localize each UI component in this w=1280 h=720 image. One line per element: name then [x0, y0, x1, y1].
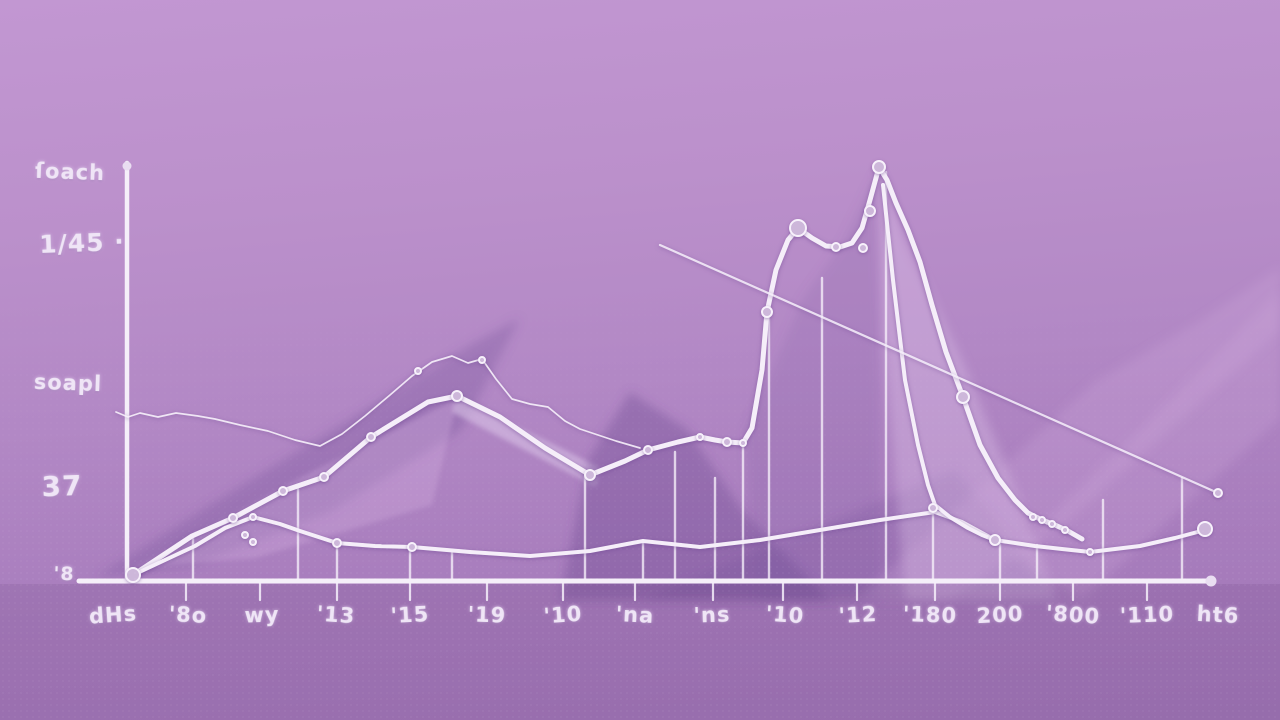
data-markers: [125, 160, 1223, 583]
marker-dot: [643, 445, 653, 455]
marker-dot: [722, 437, 732, 447]
x-axis-label: 200: [975, 601, 1025, 629]
x-axis-label: '19: [467, 602, 507, 628]
marker-dot: [414, 367, 422, 375]
y-axis-label: 1/45 ·: [38, 227, 126, 259]
x-axis-cap: [1205, 575, 1217, 587]
scribble-line: [115, 355, 641, 449]
marker-dot: [228, 513, 238, 523]
marker-dot: [831, 242, 841, 252]
background-ribbons: [95, 170, 1280, 600]
marker-dot: [125, 567, 141, 583]
marker-dot: [1197, 521, 1213, 537]
marker-dot: [249, 513, 257, 521]
x-axis-label: '13: [315, 601, 357, 629]
trend-line: [658, 243, 1220, 495]
ribbon-hill-descent: [452, 396, 600, 487]
y-axis-label: ſoach: [34, 158, 106, 186]
marker-dot: [584, 469, 596, 481]
marker-dot: [407, 542, 417, 552]
marker-dot: [928, 503, 938, 513]
x-axis-label: '15: [390, 602, 430, 628]
ribbon-dark-left: [95, 318, 520, 578]
ribbon-dark-peak-left: [745, 170, 880, 600]
x-axis-label: '800: [1045, 601, 1101, 629]
marker-dot: [478, 356, 486, 364]
marker-dot: [872, 160, 886, 174]
marker-dot: [989, 534, 1001, 546]
marker-dot: [1086, 548, 1094, 556]
x-axis-label: dHs: [88, 601, 138, 629]
marker-dot: [319, 472, 329, 482]
marker-dot: [451, 390, 463, 402]
marker-dot: [1029, 513, 1037, 521]
steep-descent-line: [881, 183, 997, 542]
marker-dot: [761, 306, 773, 318]
x-axis-label: '110: [1119, 602, 1175, 628]
x-axis-label: '180: [902, 602, 958, 628]
marker-dot: [241, 531, 249, 539]
x-axis-label: '8o: [168, 602, 208, 628]
below-axis-shade: [0, 584, 1280, 720]
marker-dot: [696, 433, 704, 441]
marker-dot: [1061, 526, 1069, 534]
marker-dot: [249, 538, 257, 546]
marker-dot: [1038, 516, 1046, 524]
axes: [76, 160, 1217, 587]
marker-dot: [332, 538, 342, 548]
marker-dot: [956, 390, 970, 404]
marker-dot: [789, 219, 807, 237]
ribbon-light-right-cross2: [856, 268, 1280, 600]
lower-line: [131, 510, 1207, 577]
x-axis-label: '10: [542, 601, 584, 629]
axis-ticks: [184, 581, 1149, 602]
marker-dot: [739, 439, 747, 447]
marker-dot: [858, 243, 868, 253]
x-axis-label: '10: [764, 601, 806, 629]
marker-dot: [864, 205, 876, 217]
x-axis-label: wy: [244, 602, 280, 628]
marker-dot: [366, 432, 376, 442]
y-axis-label: 37: [40, 468, 84, 504]
marker-dot: [1213, 488, 1223, 498]
x-axis-label: 'na: [615, 602, 655, 628]
y-axis-label: '8: [53, 562, 75, 586]
y-axis-cap: [122, 161, 132, 171]
marker-dot: [278, 486, 288, 496]
x-axis-label: '12: [838, 602, 878, 628]
x-axis-label: 'ns: [693, 602, 731, 628]
y-axis-label: soapl: [33, 369, 103, 397]
x-axis-label: ht6: [1196, 601, 1240, 629]
marker-dot: [1048, 520, 1056, 528]
